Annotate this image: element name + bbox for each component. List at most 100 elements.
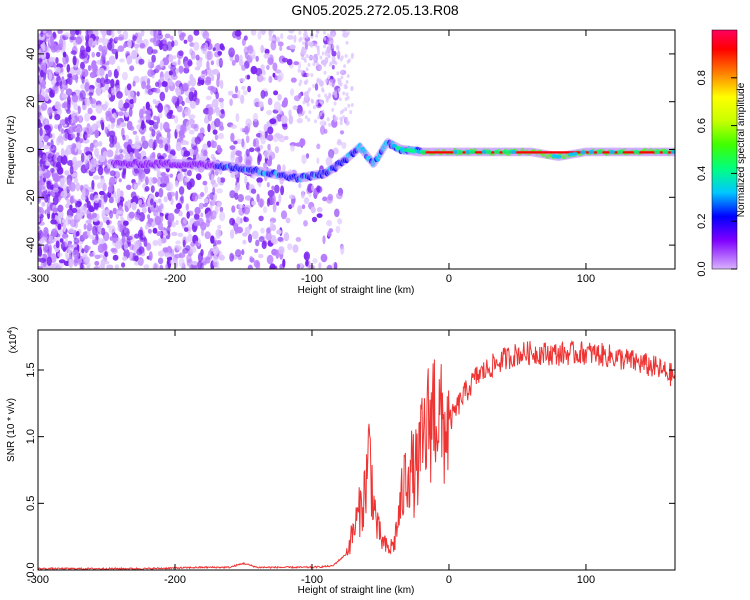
spectrogram-speckle [100,197,105,208]
spectrogram-speckle [71,207,78,214]
spectrogram-speckle [197,81,202,87]
spectrogram-speckle [245,118,252,128]
spectrogram-speckle [110,117,116,124]
spectrogram-speckle [203,197,209,204]
bottom-y-tick-label: 1.5 [25,362,37,377]
spectrogram-speckle [168,79,174,87]
spectrogram-speckle [86,30,93,38]
spectrogram-speckle [38,165,42,172]
spectrogram-speckle [61,218,66,224]
spectrogram-speckle [181,125,187,133]
spectrogram-speckle [144,224,149,230]
spectrogram-speckle [183,67,190,74]
spectrogram-speckle [104,251,108,257]
spectrogram-speckle [299,138,306,147]
spectrogram-speckle [73,257,79,267]
spectrogram-speckle [53,63,57,69]
spectrogram-speckle [75,182,80,192]
spectrogram-speckle [73,199,78,204]
spectrogram-speckle [123,241,128,251]
spectrogram-speckle [318,99,322,104]
spectrogram-speckle [205,76,212,84]
spectrogram-speckle [260,64,265,71]
spectrogram-speckle [280,115,288,124]
spectrogram-speckle [192,192,199,202]
spectrogram-speckle [101,49,107,57]
spectrogram-speckle [189,87,196,92]
spectrogram-speckle [316,30,320,34]
spectrogram-speckle [84,256,90,265]
spectrogram-speckle [50,167,55,173]
spectrogram-speckle [106,30,113,36]
spectrogram-speckle [243,216,247,222]
spectrogram-speckle [66,64,71,73]
spectrogram-speckle [286,58,293,66]
spectrogram-speckle [339,57,343,62]
spectrogram-speckle [296,117,303,124]
colorbar-gradient [711,29,738,270]
spectrogram-speckle [41,87,45,96]
spectrogram-speckle [92,69,97,74]
spectrogram-speckle [75,73,79,84]
spectrogram-speckle [241,64,247,71]
spectrogram-speckle [194,213,200,220]
spectrogram-speckle [270,40,277,51]
spectrogram-speckle [265,231,272,242]
spectrogram-speckle [148,251,153,261]
spectrogram-speckle [241,85,246,90]
spectrogram-speckle [194,66,201,71]
spectrogram-speckle [320,125,326,135]
spectrogram-speckle [94,142,99,147]
spectrogram-speckle [339,130,345,135]
spectrogram-speckle [140,30,145,37]
spectrogram-speckle [162,37,167,45]
spectrogram-speckle [235,216,241,226]
spectrogram-speckle [75,231,79,237]
spectrogram-speckle [171,155,177,160]
spectrogram-speckle [320,101,324,106]
spectrogram-speckle [341,108,345,113]
spectrogram-speckle [350,55,354,59]
spectrogram-speckle [126,120,133,131]
spectrogram-speckle [235,113,240,122]
spectrogram-speckle [54,101,62,110]
spectrogram-speckle [243,206,251,215]
spectrogram-speckle [204,231,211,240]
spectrogram-speckle [98,264,105,269]
spectrogram-speckle [47,152,54,163]
spectrogram-speckle [96,154,103,160]
spectrogram-speckle [190,77,197,87]
bottom-y-axis-title: SNR (10 * v/v) [6,398,17,462]
spectrogram-speckle [216,77,220,88]
spectrogram-speckle [108,55,116,65]
spectrogram-speckle [267,97,273,106]
spectrogram-speckle [42,41,46,52]
spectrogram-speckle [313,57,317,62]
spectrogram-speckle [323,70,327,75]
spectrogram-speckle [305,67,309,72]
spectrogram-speckle [195,173,202,181]
spectrogram-speckle [85,245,91,251]
ridge-blob [506,149,513,154]
spectrogram-speckle [78,114,83,123]
spectrogram-speckle [157,102,164,113]
spectrogram-speckle [196,153,200,162]
spectrogram-speckle [153,139,157,149]
spectrogram-speckle [117,45,125,52]
spectrogram-speckle [67,99,71,110]
spectrogram-speckle [111,30,115,38]
ridge-blob [572,151,578,156]
spectrogram-speckle [66,178,72,186]
spectrogram-speckle [266,182,270,188]
spectrogram-speckle [194,206,201,215]
spectrogram-speckle [350,103,354,107]
spectrogram-speckle [305,34,309,39]
spectrogram-speckle [90,115,97,121]
spectrogram-speckle [234,85,239,93]
ridge-blob [481,149,488,154]
spectrogram-speckle [298,82,302,87]
ridge-blob [555,154,562,159]
spectrogram-speckle [80,152,85,163]
spectrogram-speckle [329,34,333,39]
spectrogram-speckle [336,71,340,76]
